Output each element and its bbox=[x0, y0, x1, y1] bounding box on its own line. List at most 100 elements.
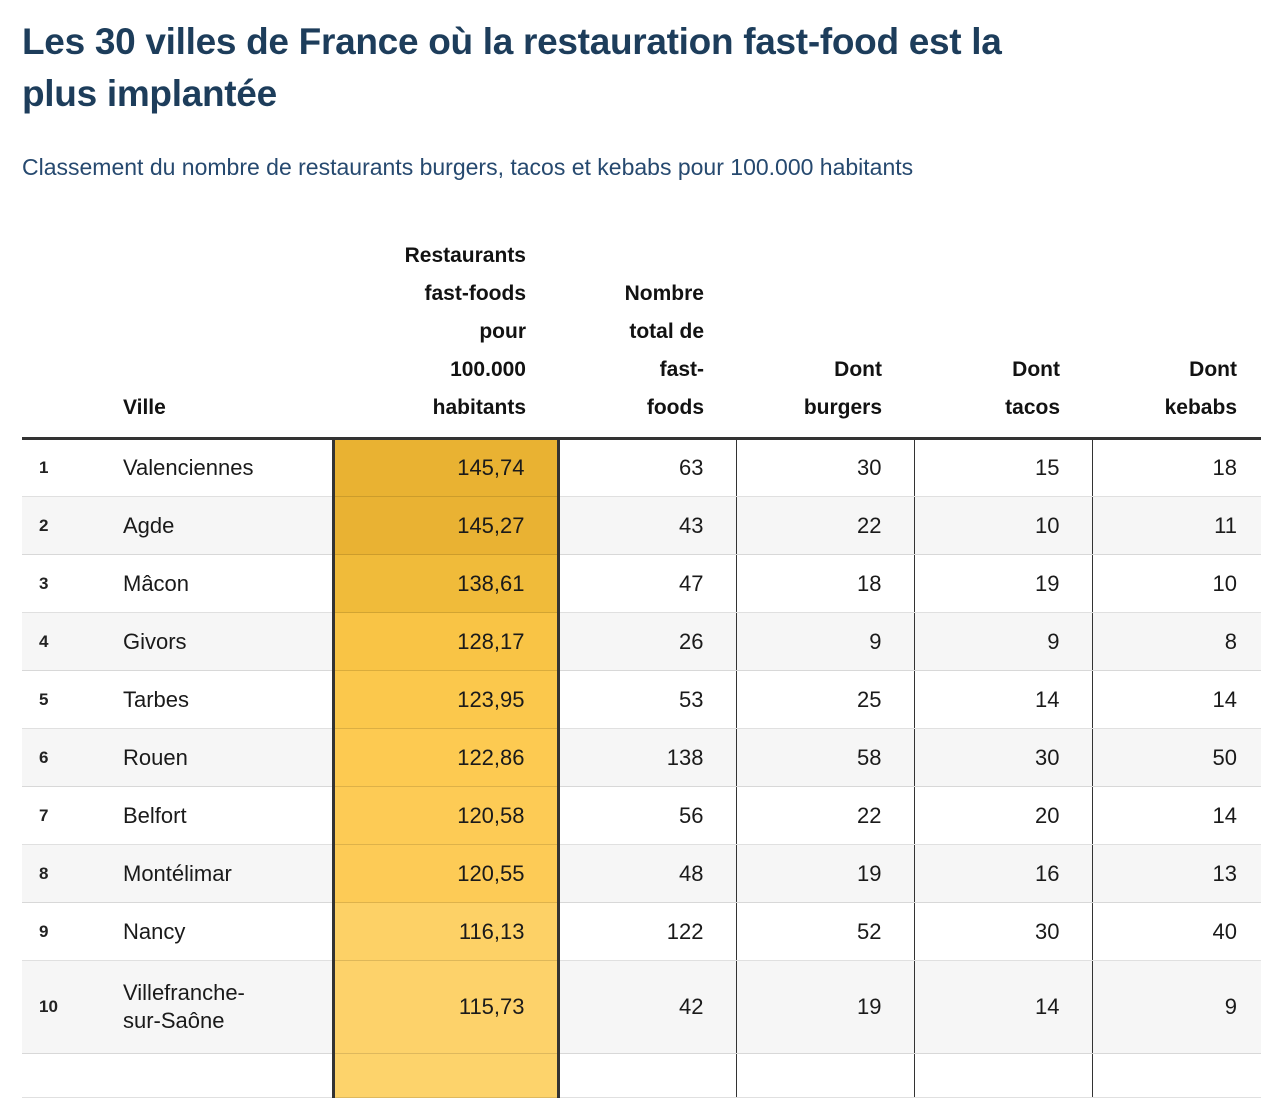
ville-cell: Valenciennes bbox=[108, 438, 333, 497]
rank-cell: 10 bbox=[22, 960, 108, 1054]
column-header-total: Nombre total de fast- foods bbox=[558, 237, 736, 440]
total-cell: 63 bbox=[558, 438, 736, 497]
page-title: Les 30 villes de France où la restaurati… bbox=[22, 21, 1002, 114]
total-cell bbox=[558, 1053, 736, 1098]
kebabs-cell: 40 bbox=[1091, 902, 1261, 961]
burgers-cell: 19 bbox=[735, 960, 914, 1054]
rate-cell: 120,55 bbox=[331, 844, 560, 903]
kebabs-cell: 13 bbox=[1091, 844, 1261, 903]
tacos-cell: 15 bbox=[913, 438, 1092, 497]
ville-cell: Nancy bbox=[108, 902, 333, 961]
tacos-cell: 10 bbox=[913, 496, 1092, 555]
kebabs-cell bbox=[1091, 1053, 1261, 1098]
ville-cell bbox=[108, 1053, 333, 1098]
kebabs-cell: 50 bbox=[1091, 728, 1261, 787]
burgers-cell: 52 bbox=[735, 902, 914, 961]
rate-cell: 145,74 bbox=[331, 438, 560, 497]
rank-cell: 1 bbox=[22, 438, 108, 497]
rate-cell: 145,27 bbox=[331, 496, 560, 555]
rank-cell: 7 bbox=[22, 786, 108, 845]
rank-cell: 4 bbox=[22, 612, 108, 671]
page: Les 30 villes de France où la restaurati… bbox=[0, 16, 1284, 1098]
table-row-partial bbox=[22, 1053, 1261, 1098]
ville-cell: Givors bbox=[108, 612, 333, 671]
total-cell: 42 bbox=[558, 960, 736, 1054]
ville-cell: Agde bbox=[108, 496, 333, 555]
column-header-kebabs: Dont kebabs bbox=[1092, 237, 1261, 440]
column-header-burgers: Dont burgers bbox=[736, 237, 914, 440]
tacos-cell: 30 bbox=[913, 902, 1092, 961]
ville-cell: Rouen bbox=[108, 728, 333, 787]
burgers-cell: 9 bbox=[735, 612, 914, 671]
table-row: 2 Agde 145,27 43 22 10 11 bbox=[22, 496, 1261, 555]
table-row: 1 Valenciennes 145,74 63 30 15 18 bbox=[22, 438, 1261, 497]
rank-cell: 2 bbox=[22, 496, 108, 555]
tacos-cell: 20 bbox=[913, 786, 1092, 845]
tacos-cell bbox=[913, 1053, 1092, 1098]
table-row: 5 Tarbes 123,95 53 25 14 14 bbox=[22, 670, 1261, 729]
burgers-cell: 58 bbox=[735, 728, 914, 787]
rate-cell: 123,95 bbox=[331, 670, 560, 729]
kebabs-cell: 18 bbox=[1091, 438, 1261, 497]
header-row: Ville Restaurants fast-foods pour 100.00… bbox=[22, 237, 1261, 440]
fastfood-ranking-table: Ville Restaurants fast-foods pour 100.00… bbox=[22, 237, 1261, 1098]
tacos-cell: 14 bbox=[913, 670, 1092, 729]
ville-cell: Montélimar bbox=[108, 844, 333, 903]
table-row: 8 Montélimar 120,55 48 19 16 13 bbox=[22, 844, 1261, 903]
total-cell: 53 bbox=[558, 670, 736, 729]
table-row: 4 Givors 128,17 26 9 9 8 bbox=[22, 612, 1261, 671]
table-row: 7 Belfort 120,58 56 22 20 14 bbox=[22, 786, 1261, 845]
rank-cell: 5 bbox=[22, 670, 108, 729]
burgers-cell: 22 bbox=[735, 496, 914, 555]
kebabs-cell: 14 bbox=[1091, 786, 1261, 845]
kebabs-cell: 14 bbox=[1091, 670, 1261, 729]
tacos-cell: 16 bbox=[913, 844, 1092, 903]
rank-cell: 6 bbox=[22, 728, 108, 787]
tacos-cell: 14 bbox=[913, 960, 1092, 1054]
total-cell: 47 bbox=[558, 554, 736, 613]
rank-cell bbox=[22, 1053, 108, 1098]
tacos-cell: 19 bbox=[913, 554, 1092, 613]
rate-cell: 115,73 bbox=[331, 960, 560, 1054]
table-body: 1 Valenciennes 145,74 63 30 15 18 2 Agde… bbox=[22, 438, 1261, 1098]
kebabs-cell: 11 bbox=[1091, 496, 1261, 555]
burgers-cell bbox=[735, 1053, 914, 1098]
rank-cell: 8 bbox=[22, 844, 108, 903]
ville-cell: Mâcon bbox=[108, 554, 333, 613]
ville-cell: Tarbes bbox=[108, 670, 333, 729]
rate-cell bbox=[331, 1053, 560, 1098]
table-row: 10 Villefranche- sur-Saône 115,73 42 19 … bbox=[22, 960, 1261, 1054]
column-header-rank bbox=[22, 237, 108, 440]
column-header-ville: Ville bbox=[108, 237, 333, 440]
ville-cell: Villefranche- sur-Saône bbox=[108, 960, 333, 1054]
column-header-rate: Restaurants fast-foods pour 100.000 habi… bbox=[333, 237, 558, 440]
table-row: 9 Nancy 116,13 122 52 30 40 bbox=[22, 902, 1261, 961]
column-header-tacos: Dont tacos bbox=[914, 237, 1092, 440]
rate-cell: 138,61 bbox=[331, 554, 560, 613]
kebabs-cell: 9 bbox=[1091, 960, 1261, 1054]
total-cell: 43 bbox=[558, 496, 736, 555]
burgers-cell: 30 bbox=[735, 438, 914, 497]
rate-cell: 122,86 bbox=[331, 728, 560, 787]
rate-cell: 128,17 bbox=[331, 612, 560, 671]
rank-cell: 3 bbox=[22, 554, 108, 613]
kebabs-cell: 10 bbox=[1091, 554, 1261, 613]
rate-cell: 120,58 bbox=[331, 786, 560, 845]
rate-cell: 116,13 bbox=[331, 902, 560, 961]
tacos-cell: 30 bbox=[913, 728, 1092, 787]
tacos-cell: 9 bbox=[913, 612, 1092, 671]
burgers-cell: 25 bbox=[735, 670, 914, 729]
table-header: Ville Restaurants fast-foods pour 100.00… bbox=[22, 237, 1261, 440]
rank-cell: 9 bbox=[22, 902, 108, 961]
table-row: 6 Rouen 122,86 138 58 30 50 bbox=[22, 728, 1261, 787]
burgers-cell: 18 bbox=[735, 554, 914, 613]
ville-cell: Belfort bbox=[108, 786, 333, 845]
burgers-cell: 19 bbox=[735, 844, 914, 903]
total-cell: 26 bbox=[558, 612, 736, 671]
total-cell: 138 bbox=[558, 728, 736, 787]
total-cell: 48 bbox=[558, 844, 736, 903]
page-subtitle: Classement du nombre de restaurants burg… bbox=[22, 154, 914, 180]
burgers-cell: 22 bbox=[735, 786, 914, 845]
total-cell: 56 bbox=[558, 786, 736, 845]
kebabs-cell: 8 bbox=[1091, 612, 1261, 671]
